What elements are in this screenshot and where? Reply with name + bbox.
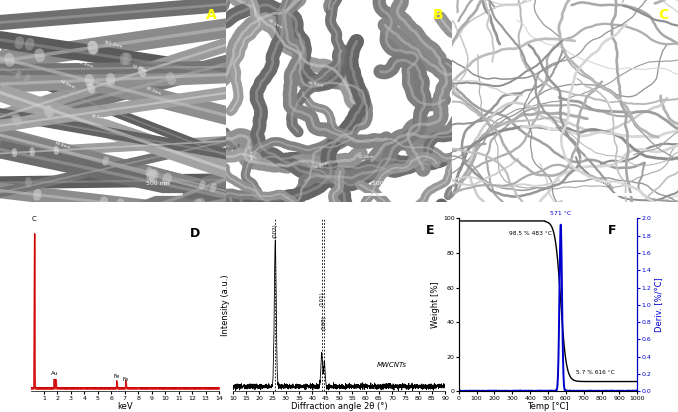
- X-axis label: Diffraction angle 2θ (°): Diffraction angle 2θ (°): [291, 402, 387, 411]
- Text: 101.2nm: 101.2nm: [103, 40, 123, 49]
- Text: 74.0nm: 74.0nm: [353, 30, 370, 34]
- Text: 80.1nm: 80.1nm: [155, 120, 171, 130]
- Text: 70.8nm: 70.8nm: [91, 114, 108, 120]
- Text: 80.1nm: 80.1nm: [268, 19, 284, 30]
- Text: Fe: Fe: [113, 374, 120, 379]
- Text: C: C: [659, 8, 669, 22]
- Text: 38.3nm: 38.3nm: [606, 98, 623, 104]
- Text: E: E: [426, 224, 435, 236]
- Text: (002): (002): [273, 224, 278, 238]
- Text: 86.4nm: 86.4nm: [77, 60, 94, 69]
- X-axis label: keV: keV: [117, 402, 133, 411]
- X-axis label: Temp [°C]: Temp [°C]: [527, 402, 569, 411]
- Y-axis label: Intensity (a.u.): Intensity (a.u.): [221, 274, 230, 336]
- Text: 63.7nm: 63.7nm: [132, 64, 148, 73]
- Y-axis label: Deriv. [%/°C]: Deriv. [%/°C]: [654, 278, 663, 332]
- Text: 98.5 % 483 °C: 98.5 % 483 °C: [509, 231, 552, 236]
- Text: Fe: Fe: [123, 377, 129, 382]
- Text: B: B: [433, 8, 443, 22]
- Text: 5.7 % 616 °C: 5.7 % 616 °C: [576, 370, 615, 375]
- Text: C: C: [32, 216, 37, 222]
- Text: 31.9nm: 31.9nm: [561, 16, 578, 25]
- Text: 51.0nm: 51.0nm: [358, 155, 374, 159]
- Text: 571 °C: 571 °C: [550, 211, 572, 216]
- Text: 54.8nm: 54.8nm: [60, 80, 76, 90]
- Text: MWCNTs: MWCNTs: [377, 362, 407, 368]
- Text: 45.7nm: 45.7nm: [268, 110, 283, 124]
- Text: 21.5nm: 21.5nm: [580, 152, 596, 163]
- Text: 66.8nm: 66.8nm: [308, 82, 325, 88]
- Text: Au: Au: [51, 371, 58, 376]
- Text: 11.7nm: 11.7nm: [245, 145, 252, 162]
- Text: F: F: [607, 224, 616, 236]
- Text: A: A: [206, 8, 217, 22]
- Text: (100): (100): [322, 315, 327, 330]
- Y-axis label: Weight [%]: Weight [%]: [431, 281, 440, 328]
- Text: 500 nm: 500 nm: [372, 181, 396, 186]
- Text: 83.8nm: 83.8nm: [55, 141, 72, 150]
- Text: 60.3nm: 60.3nm: [145, 86, 162, 96]
- Text: 14.7nm: 14.7nm: [545, 126, 562, 136]
- Text: 500 nm: 500 nm: [598, 181, 622, 186]
- Text: 25.1nm: 25.1nm: [500, 64, 517, 77]
- Text: 52.2nm: 52.2nm: [313, 161, 330, 170]
- Text: 500 nm: 500 nm: [146, 181, 170, 186]
- Text: D: D: [190, 227, 201, 240]
- Text: (101): (101): [319, 291, 324, 306]
